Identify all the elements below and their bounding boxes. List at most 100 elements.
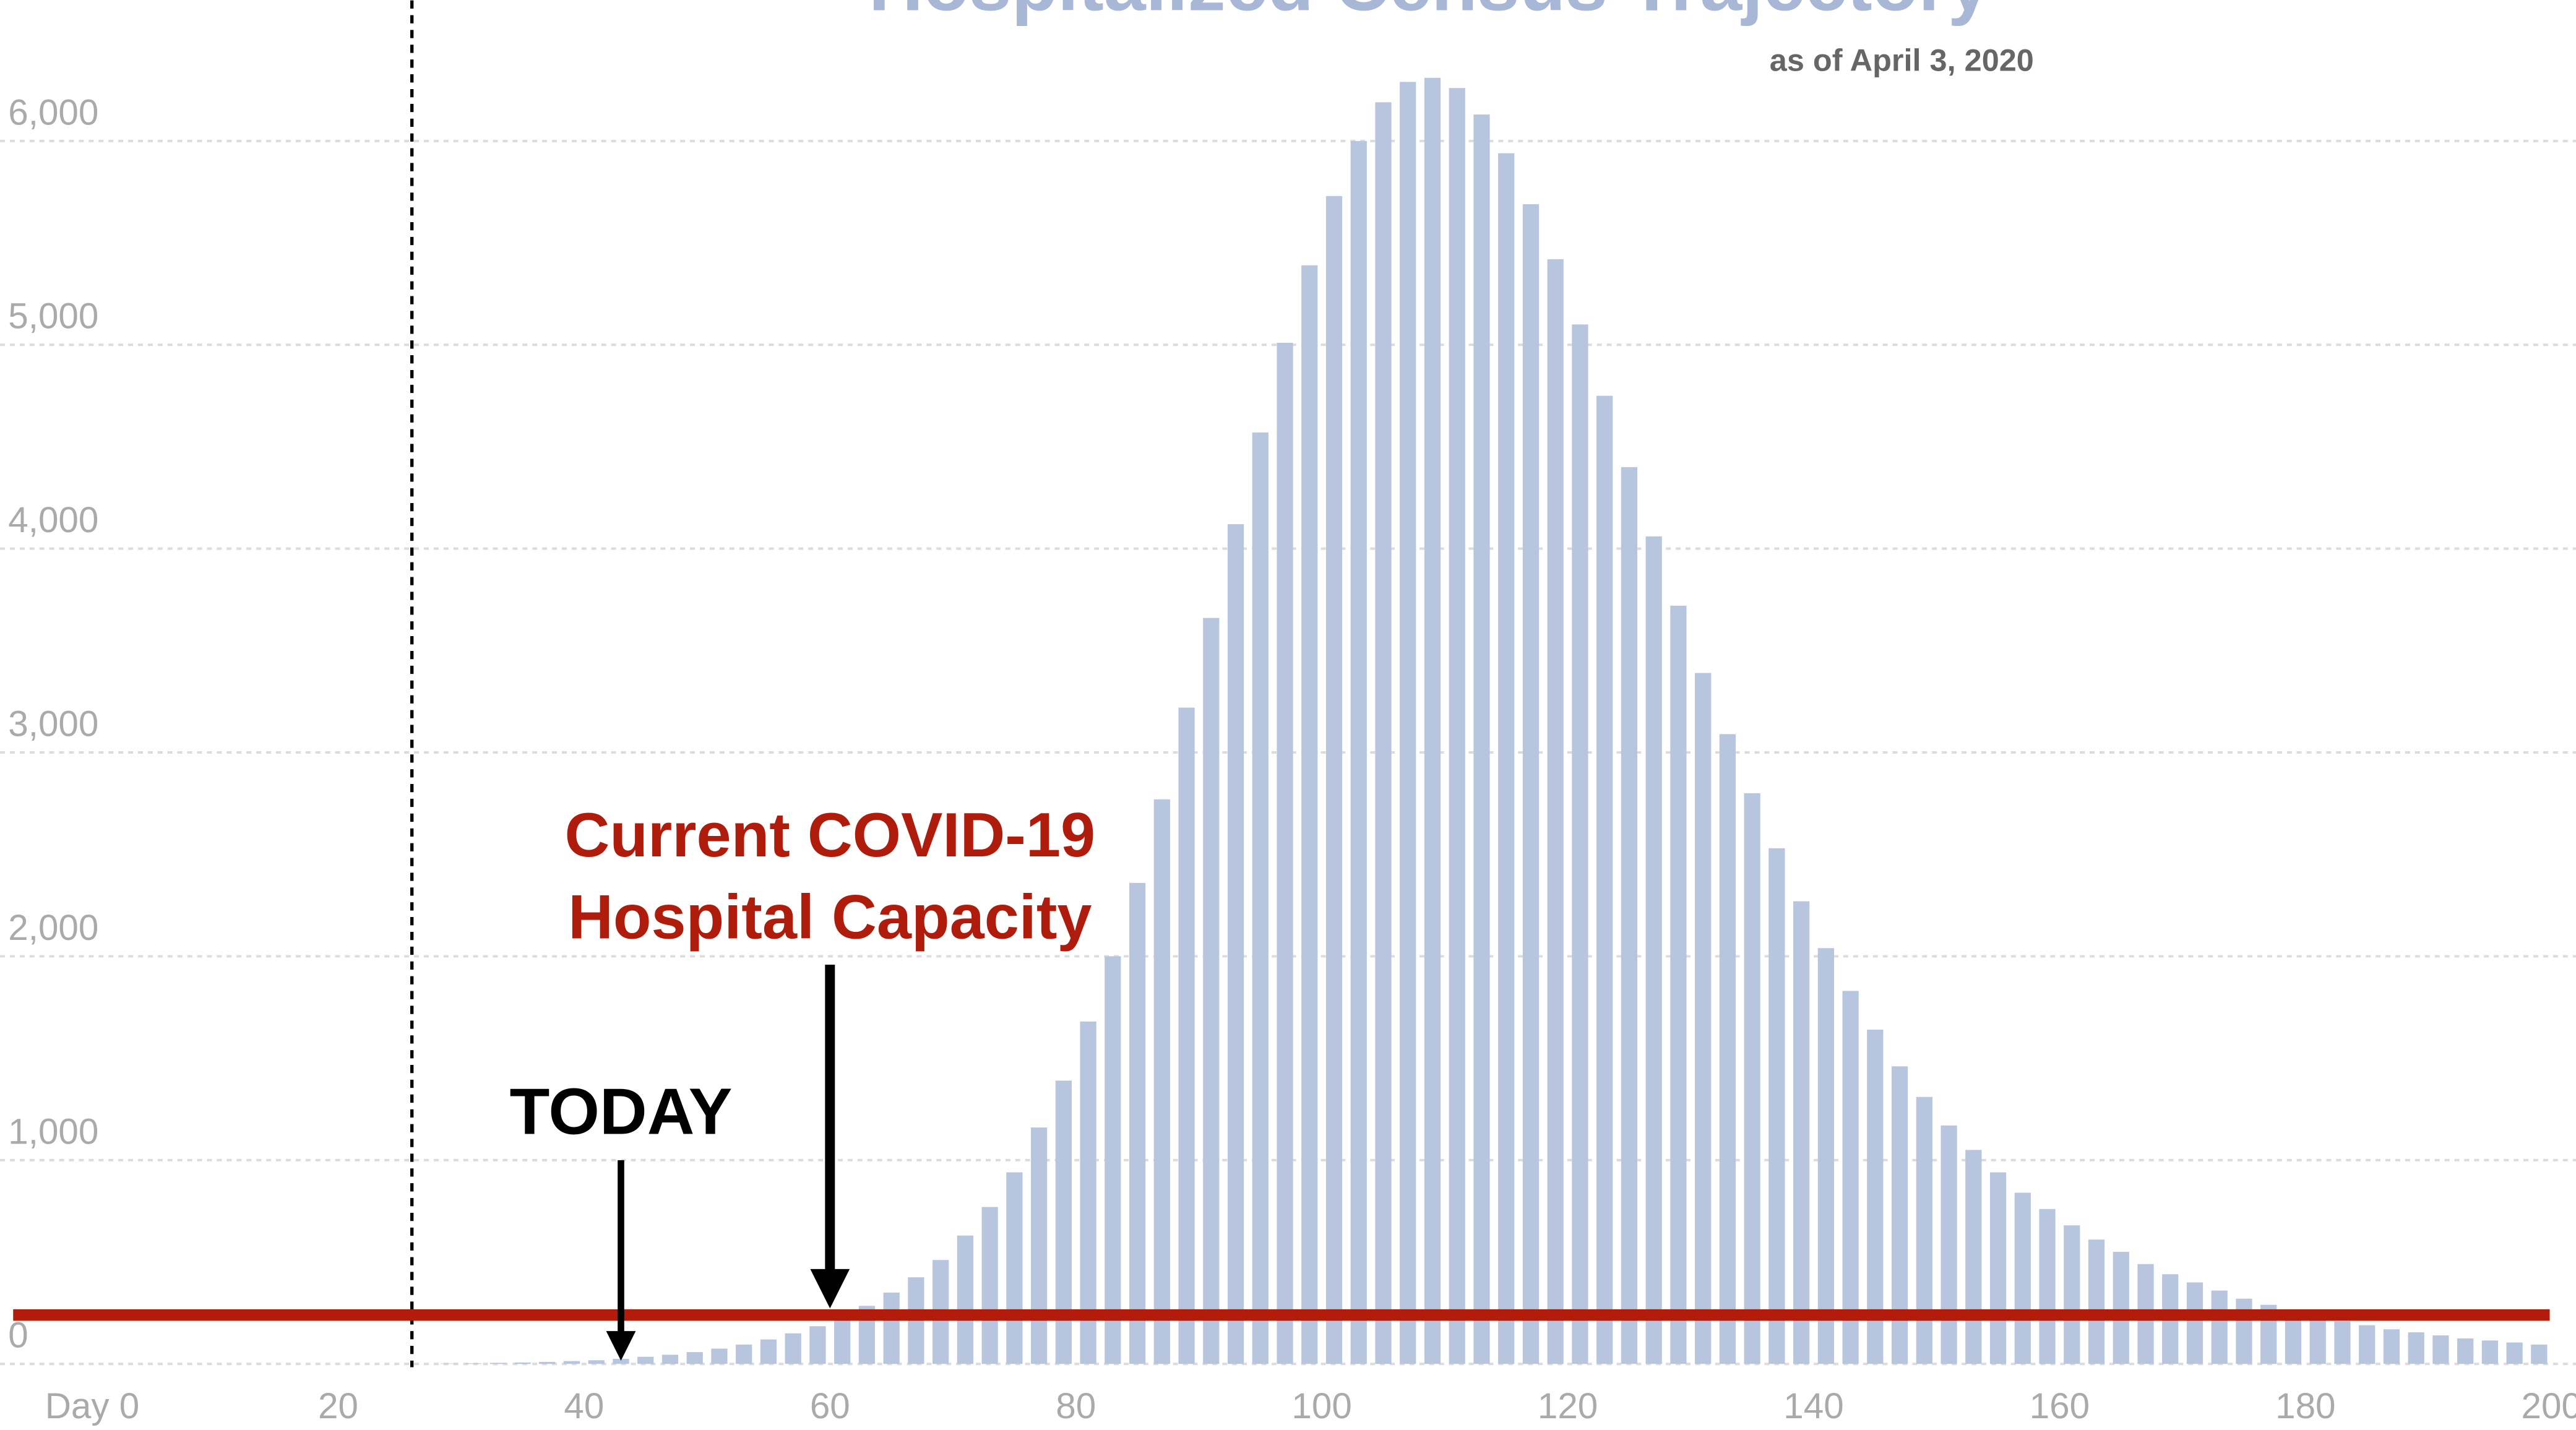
bar [1645, 536, 1662, 1364]
y-tick-label: 0 [8, 1316, 28, 1356]
x-tick-label: 160 [2030, 1386, 2090, 1426]
bar [563, 1361, 580, 1364]
bar [981, 1207, 998, 1364]
bar [1006, 1172, 1023, 1364]
bar [2211, 1290, 2228, 1364]
bar [1621, 467, 1638, 1364]
y-tick-label: 5,000 [8, 296, 98, 337]
bar [785, 1333, 801, 1364]
bar [834, 1317, 851, 1364]
bar [1817, 948, 1834, 1364]
x-tick-label: 100 [1291, 1386, 1351, 1426]
bar [2064, 1225, 2080, 1364]
arrow-head [606, 1331, 636, 1361]
x-tick-label: 80 [1056, 1386, 1096, 1426]
arrow-head [810, 1268, 850, 1309]
bar [1793, 901, 1810, 1364]
bar [2457, 1338, 2474, 1364]
bar [1178, 707, 1195, 1364]
bar [465, 1363, 482, 1364]
bar [2309, 1316, 2326, 1364]
bar [1129, 882, 1146, 1364]
bar [736, 1344, 752, 1364]
bar [1522, 204, 1540, 1364]
bar [1080, 1021, 1096, 1364]
x-tick-label: 200 [2522, 1386, 2576, 1426]
bar [613, 1358, 629, 1364]
bar [957, 1235, 973, 1364]
bar [2236, 1298, 2252, 1364]
bar [760, 1339, 777, 1364]
bar [1547, 259, 1564, 1364]
bar [1719, 734, 1736, 1364]
bar [1449, 88, 1465, 1364]
bar [1768, 848, 1785, 1364]
bar [637, 1356, 654, 1364]
x-tick-label: 140 [1783, 1386, 1843, 1426]
y-tick-label: 6,000 [8, 92, 98, 132]
bar [2334, 1321, 2351, 1364]
bar [1867, 1030, 1884, 1364]
bar [2408, 1332, 2424, 1364]
bar [1842, 991, 1859, 1364]
bar [2359, 1325, 2376, 1364]
bar [1424, 77, 1441, 1364]
bar [1916, 1096, 1932, 1364]
x-tick-label: 20 [318, 1386, 358, 1426]
x-tick-label: 60 [810, 1386, 850, 1426]
bar [883, 1292, 900, 1364]
chart-title: Hospitalized Census Trajectory [869, 0, 1990, 27]
x-tick-label: 40 [564, 1386, 604, 1426]
bar [2506, 1342, 2523, 1364]
bar [1965, 1150, 1982, 1364]
bar [2186, 1282, 2203, 1364]
x-tick-label: 180 [2275, 1386, 2335, 1426]
bar [1203, 618, 1220, 1364]
bar [1695, 673, 1712, 1364]
chart-subtitle: as of April 3, 2020 [1770, 43, 2034, 78]
x-tick-label: Day 0 [45, 1386, 140, 1426]
bar [1350, 140, 1367, 1364]
bar [1941, 1125, 1957, 1364]
bar [1744, 793, 1760, 1364]
bar [661, 1355, 679, 1364]
bar [1572, 324, 1588, 1364]
y-tick-label: 4,000 [8, 500, 98, 540]
bar [1989, 1172, 2007, 1364]
bar [588, 1360, 605, 1364]
annotation-text: TODAY [509, 1075, 732, 1148]
bar [1325, 196, 1343, 1364]
bar [1301, 265, 1318, 1364]
bar [1055, 1080, 1072, 1364]
bar [711, 1348, 728, 1364]
bar [1227, 524, 1244, 1364]
bar [2531, 1344, 2548, 1364]
annotation-text: Hospital Capacity [568, 883, 1092, 952]
x-tick-label: 120 [1538, 1386, 1598, 1426]
bar [514, 1362, 531, 1364]
bar [2088, 1239, 2105, 1364]
bar [489, 1363, 506, 1364]
bar [539, 1361, 556, 1364]
bar [686, 1352, 703, 1364]
annotation-text: Current COVID-19 [565, 801, 1096, 870]
bar [2113, 1252, 2129, 1364]
bar [2014, 1192, 2031, 1364]
bar [2383, 1329, 2400, 1364]
bar [2432, 1335, 2449, 1364]
bar [1498, 153, 1515, 1364]
y-tick-label: 2,000 [8, 908, 98, 948]
y-tick-label: 1,000 [8, 1111, 98, 1152]
bar [1375, 102, 1392, 1364]
bar [2039, 1208, 2056, 1364]
bar [809, 1326, 826, 1364]
bar [1153, 799, 1170, 1364]
bar [1596, 395, 1613, 1364]
bar [1030, 1127, 1048, 1364]
bar [1670, 605, 1687, 1364]
bar [1252, 432, 1269, 1364]
bar [1105, 956, 1121, 1364]
bar [1277, 342, 1293, 1364]
y-tick-label: 3,000 [8, 704, 98, 744]
